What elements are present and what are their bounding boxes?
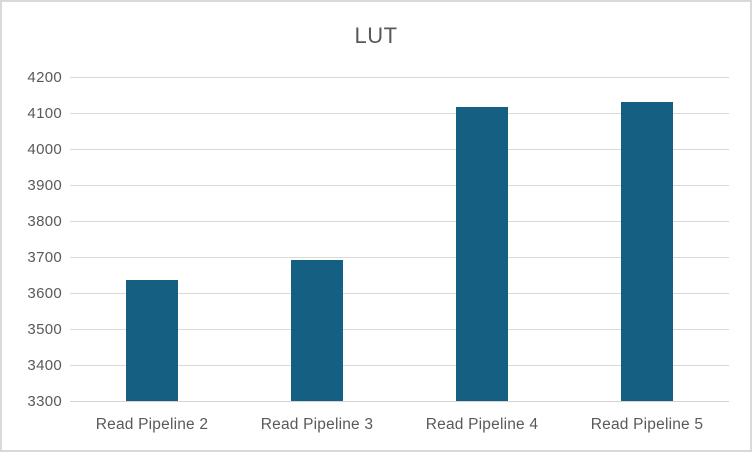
- y-tick-label: 3300: [27, 393, 62, 410]
- y-tick-label: 3900: [27, 177, 62, 194]
- x-category-label: Read Pipeline 2: [95, 416, 209, 433]
- y-tick-label: 3700: [27, 249, 62, 266]
- bar: [456, 107, 508, 401]
- y-tick-label: 3500: [27, 321, 62, 338]
- gridline: [70, 113, 729, 114]
- y-tick-label: 3600: [27, 285, 62, 302]
- x-axis-line: [70, 401, 729, 402]
- gridline: [70, 257, 729, 258]
- x-category-label: Read Pipeline 3: [260, 416, 374, 433]
- bar: [126, 280, 178, 401]
- gridline: [70, 149, 729, 150]
- gridline: [70, 77, 729, 78]
- gridline: [70, 329, 729, 330]
- gridline: [70, 221, 729, 222]
- chart-title: LUT: [354, 23, 398, 48]
- gridline: [70, 185, 729, 186]
- gridline: [70, 365, 729, 366]
- y-tick-label: 4200: [27, 69, 62, 86]
- y-tick-label: 4000: [27, 141, 62, 158]
- gridline: [70, 293, 729, 294]
- bar: [621, 102, 673, 401]
- y-tick-label: 4100: [27, 105, 62, 122]
- x-category-label: Read Pipeline 5: [590, 416, 704, 433]
- bar: [291, 260, 343, 401]
- y-tick-label: 3400: [27, 357, 62, 374]
- x-category-label: Read Pipeline 4: [425, 416, 539, 433]
- y-tick-label: 3800: [27, 213, 62, 230]
